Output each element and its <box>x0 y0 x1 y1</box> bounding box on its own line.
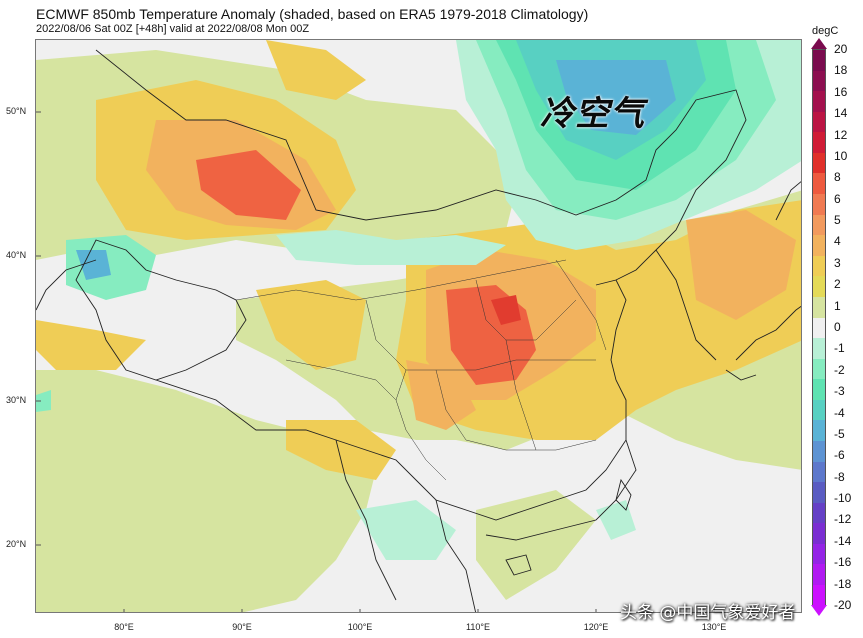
colorbar-tick-label: 3 <box>834 255 841 270</box>
colorbar-tick-label: 2 <box>834 277 841 292</box>
country-borders <box>36 49 747 612</box>
colorbar-segment <box>813 214 825 236</box>
colorbar-tick-label: 14 <box>834 106 848 121</box>
lat-label-40n: 40°N <box>6 250 27 260</box>
colorbar-segment <box>813 152 825 174</box>
colorbar-tick-label: -12 <box>834 512 852 527</box>
anomaly-map <box>36 40 801 612</box>
lon-label-100e: 100°E <box>347 622 373 632</box>
colorbar-segment <box>813 255 825 277</box>
colorbar-tick-label: 1 <box>834 298 841 313</box>
anomaly-plus6-areas <box>196 150 536 385</box>
colorbar-segment <box>813 379 825 400</box>
colorbar-tick-label: 18 <box>834 63 848 78</box>
colorbar-tick-label: 0 <box>834 320 841 334</box>
colorbar-max-arrow <box>811 38 827 49</box>
colorbar-tick-label: -8 <box>834 469 845 484</box>
colorbar-segment <box>813 132 825 153</box>
colorbar-segment <box>813 461 825 483</box>
colorbar-tick-label: -16 <box>834 555 852 570</box>
lon-label-80e: 80°E <box>114 622 134 632</box>
colorbar-segment <box>813 420 825 441</box>
colorbar-tick-label: -1 <box>834 341 845 356</box>
colorbar-segment <box>813 482 825 503</box>
anomaly-minus-areas <box>36 40 801 560</box>
colorbar-segment <box>813 338 825 359</box>
frame-ticks <box>36 111 715 612</box>
lat-label-50n: 50°N <box>6 106 27 116</box>
colorbar-tick-label: 16 <box>834 84 848 99</box>
colorbar-segment <box>813 173 825 195</box>
colorbar-tick-label: 4 <box>834 234 841 249</box>
colorbar-tick-label: 6 <box>834 191 841 206</box>
lon-label-120e: 120°E <box>583 622 609 632</box>
lon-label-130e: 130°E <box>701 622 727 632</box>
province-borders <box>235 259 607 481</box>
colorbar-segment <box>813 50 825 71</box>
colorbar-tick-label: 20 <box>834 42 848 56</box>
colorbar-segment <box>813 440 825 462</box>
colorbar-segment <box>813 358 825 380</box>
chart-title: ECMWF 850mb Temperature Anomaly (shaded,… <box>36 6 589 22</box>
colorbar-tick-label: -2 <box>834 362 845 377</box>
source-watermark: 头条 @中国气象爱好者 <box>620 603 796 623</box>
colorbar-tick-label: 8 <box>834 170 841 185</box>
colorbar-tick-label: -14 <box>834 533 852 548</box>
colorbar-segment <box>813 543 825 565</box>
colorbar-tick-label: -3 <box>834 384 845 399</box>
islands <box>505 181 801 576</box>
lat-label-30n: 30°N <box>6 395 27 405</box>
colorbar-tick-label: 12 <box>834 127 848 142</box>
colorbar <box>812 49 826 606</box>
colorbar-tick-label: -4 <box>834 405 845 420</box>
colorbar-tick-label: 10 <box>834 148 848 163</box>
colorbar-segment <box>813 296 825 318</box>
lon-label-90e: 90°E <box>232 622 252 632</box>
chart-subtitle: 2022/08/06 Sat 00Z [+48h] valid at 2022/… <box>36 23 310 35</box>
colorbar-unit: degC <box>812 25 839 37</box>
colorbar-segment <box>813 235 825 256</box>
colorbar-tick-label: -5 <box>834 426 845 441</box>
lat-label-20n: 20°N <box>6 539 27 549</box>
colorbar-tick-label: -18 <box>834 576 852 591</box>
colorbar-segment <box>813 276 825 297</box>
colorbar-segment <box>813 523 825 544</box>
colorbar-segment <box>813 399 825 421</box>
colorbar-min-arrow <box>811 605 827 616</box>
colorbar-tick-label: -10 <box>834 491 852 506</box>
colorbar-segment <box>813 70 825 92</box>
colorbar-segment <box>813 502 825 524</box>
cold-air-annotation: 冷空气 <box>540 94 645 134</box>
colorbar-segment <box>813 91 825 112</box>
colorbar-segment <box>813 194 825 215</box>
colorbar-segment <box>813 585 825 606</box>
colorbar-segment <box>813 317 825 339</box>
lon-label-110e: 110°E <box>466 622 490 632</box>
colorbar-segment <box>813 111 825 133</box>
colorbar-tick-label: 5 <box>834 213 841 228</box>
colorbar-tick-label: -6 <box>834 448 845 463</box>
map-panel <box>35 39 802 613</box>
colorbar-segment <box>813 564 825 586</box>
colorbar-tick-label: -20 <box>834 598 852 612</box>
